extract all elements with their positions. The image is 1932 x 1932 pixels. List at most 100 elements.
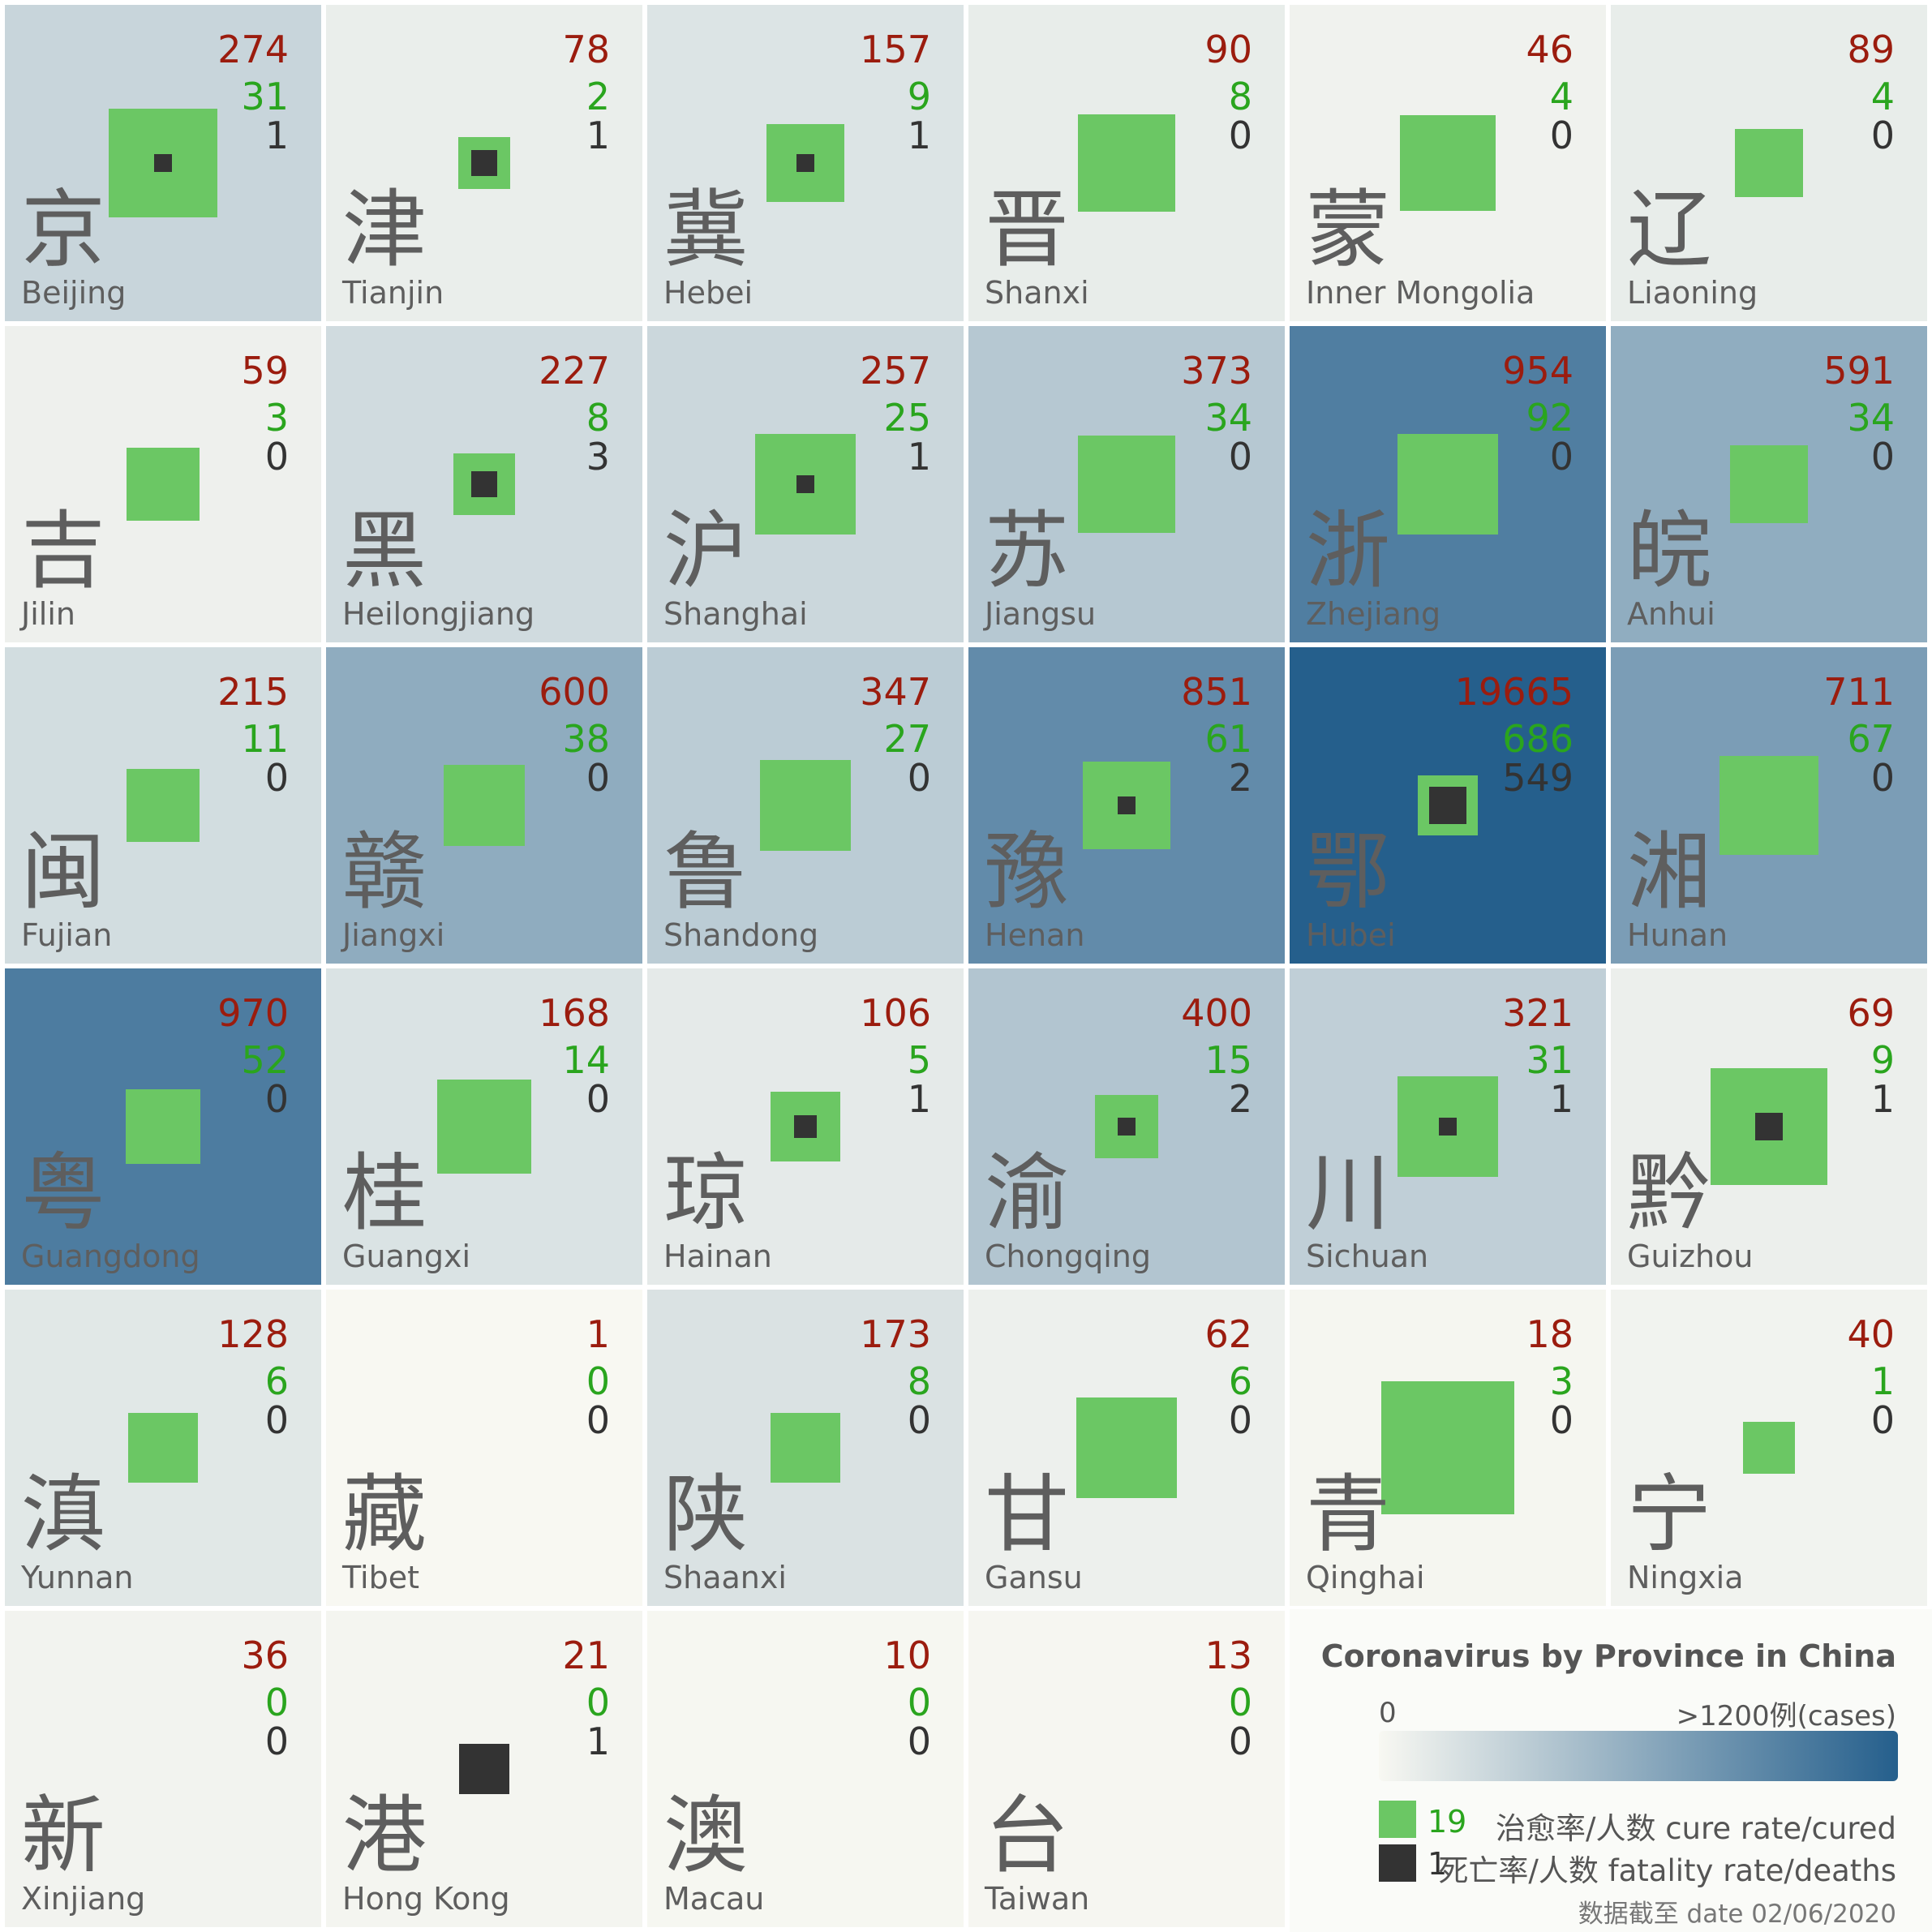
province-chinese-name: 青 bbox=[1306, 1465, 1391, 1564]
province-tile: 21 0 1 港 Hong Kong bbox=[326, 1611, 642, 1927]
cured-count: 11 bbox=[241, 717, 289, 761]
province-chinese-name: 鄂 bbox=[1306, 822, 1391, 921]
death-count: 0 bbox=[1549, 114, 1574, 157]
province-chinese-name: 新 bbox=[21, 1786, 106, 1885]
province-chinese-name: 闽 bbox=[21, 822, 106, 921]
province-chinese-name: 赣 bbox=[342, 822, 427, 921]
province-chinese-name: 吉 bbox=[21, 501, 106, 600]
fatality-rate-square bbox=[471, 150, 497, 176]
death-count: 0 bbox=[907, 756, 931, 800]
province-chinese-name: 冀 bbox=[663, 180, 749, 279]
cured-count: 3 bbox=[1549, 1359, 1574, 1403]
province-english-name: Zhejiang bbox=[1306, 596, 1441, 632]
confirmed-count: 128 bbox=[217, 1312, 289, 1356]
confirmed-count: 89 bbox=[1847, 28, 1895, 71]
cured-count: 25 bbox=[883, 396, 931, 440]
province-tile: 257 25 1 沪 Shanghai bbox=[647, 326, 964, 642]
province-english-name: Hainan bbox=[663, 1239, 772, 1274]
fatality-rate-square bbox=[1118, 796, 1136, 814]
confirmed-count: 257 bbox=[860, 349, 931, 393]
province-chinese-name: 蒙 bbox=[1306, 180, 1391, 279]
confirmed-count: 18 bbox=[1526, 1312, 1574, 1356]
death-count: 1 bbox=[586, 114, 610, 157]
cured-count: 6 bbox=[1228, 1359, 1252, 1403]
province-english-name: Gansu bbox=[985, 1560, 1083, 1595]
cure-rate-square bbox=[760, 760, 851, 851]
confirmed-count: 1 bbox=[586, 1312, 610, 1356]
confirmed-count: 13 bbox=[1204, 1634, 1252, 1677]
province-english-name: Beijing bbox=[21, 275, 127, 311]
confirmed-count: 157 bbox=[860, 28, 931, 71]
province-english-name: Jiangxi bbox=[342, 917, 445, 953]
death-count: 0 bbox=[1870, 756, 1895, 800]
cured-count: 38 bbox=[562, 717, 610, 761]
cured-count: 4 bbox=[1549, 75, 1574, 118]
death-count: 2 bbox=[1228, 1077, 1252, 1121]
province-chinese-name: 陕 bbox=[663, 1465, 749, 1564]
province-chinese-name: 台 bbox=[985, 1786, 1070, 1885]
confirmed-count: 970 bbox=[217, 991, 289, 1035]
cured-count: 14 bbox=[562, 1038, 610, 1082]
confirmed-count: 321 bbox=[1502, 991, 1574, 1035]
province-english-name: Fujian bbox=[21, 917, 113, 953]
province-tile: 215 11 0 闽 Fujian bbox=[5, 647, 321, 964]
cured-count: 8 bbox=[1228, 75, 1252, 118]
death-count: 0 bbox=[1870, 1398, 1895, 1442]
death-count: 1 bbox=[907, 114, 931, 157]
cured-count: 6 bbox=[264, 1359, 289, 1403]
fatality-rate-square bbox=[794, 1115, 817, 1138]
province-english-name: Chongqing bbox=[985, 1239, 1151, 1274]
province-chinese-name: 澳 bbox=[663, 1786, 749, 1885]
death-legend-swatch bbox=[1379, 1844, 1416, 1882]
province-tile: 173 8 0 陕 Shaanxi bbox=[647, 1290, 964, 1606]
cured-count: 2 bbox=[586, 75, 610, 118]
province-chinese-name: 藏 bbox=[342, 1465, 427, 1564]
death-count: 0 bbox=[1549, 435, 1574, 479]
province-english-name: Jilin bbox=[21, 596, 75, 632]
province-english-name: Heilongjiang bbox=[342, 596, 535, 632]
province-chinese-name: 皖 bbox=[1627, 501, 1712, 600]
province-tile: 62 6 0 甘 Gansu bbox=[968, 1290, 1285, 1606]
province-tile: 373 34 0 苏 Jiangsu bbox=[968, 326, 1285, 642]
province-tile: 89 4 0 辽 Liaoning bbox=[1611, 5, 1927, 321]
confirmed-count: 954 bbox=[1502, 349, 1574, 393]
cured-count: 34 bbox=[1847, 396, 1895, 440]
province-tile: 10 0 0 澳 Macau bbox=[647, 1611, 964, 1927]
colorbar-min-label: 0 bbox=[1379, 1697, 1397, 1729]
confirmed-count: 711 bbox=[1823, 670, 1895, 714]
confirmed-count: 106 bbox=[860, 991, 931, 1035]
cure-legend-sample: 19 bbox=[1428, 1804, 1467, 1840]
province-english-name: Yunnan bbox=[21, 1560, 134, 1595]
province-tile: 90 8 0 晋 Shanxi bbox=[968, 5, 1285, 321]
province-english-name: Anhui bbox=[1627, 596, 1715, 632]
death-count: 2 bbox=[1228, 756, 1252, 800]
province-chinese-name: 津 bbox=[342, 180, 427, 279]
province-chinese-name: 沪 bbox=[663, 501, 749, 600]
cure-rate-square bbox=[770, 1412, 840, 1483]
confirmed-count: 19665 bbox=[1454, 670, 1574, 714]
confirmed-count: 215 bbox=[217, 670, 289, 714]
province-english-name: Xinjiang bbox=[21, 1881, 146, 1917]
cured-count: 8 bbox=[907, 1359, 931, 1403]
cure-legend-label: 治愈率/人数 cure rate/cured bbox=[1495, 1811, 1896, 1846]
province-tile: 954 92 0 浙 Zhejiang bbox=[1290, 326, 1606, 642]
colorbar bbox=[1379, 1731, 1898, 1781]
cured-count: 34 bbox=[1204, 396, 1252, 440]
confirmed-count: 851 bbox=[1181, 670, 1252, 714]
fatality-rate-square bbox=[459, 1744, 509, 1794]
death-legend-label: 死亡率/人数 fatality rate/deaths bbox=[1438, 1853, 1896, 1888]
province-chinese-name: 桂 bbox=[342, 1144, 427, 1243]
province-english-name: Tianjin bbox=[342, 275, 444, 311]
province-english-name: Jiangsu bbox=[985, 596, 1097, 632]
province-tile: 274 31 1 京 Beijing bbox=[5, 5, 321, 321]
province-tile: 128 6 0 滇 Yunnan bbox=[5, 1290, 321, 1606]
province-tile: 69 9 1 黔 Guizhou bbox=[1611, 968, 1927, 1285]
death-count: 0 bbox=[264, 1077, 289, 1121]
confirmed-count: 36 bbox=[241, 1634, 289, 1677]
cured-count: 31 bbox=[241, 75, 289, 118]
death-legend-sample: 1 bbox=[1428, 1846, 1448, 1882]
province-chinese-name: 川 bbox=[1306, 1144, 1391, 1243]
province-chinese-name: 浙 bbox=[1306, 501, 1391, 600]
province-tile: 18 3 0 青 Qinghai bbox=[1290, 1290, 1606, 1606]
confirmed-count: 40 bbox=[1847, 1312, 1895, 1356]
